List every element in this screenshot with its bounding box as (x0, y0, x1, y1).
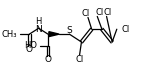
Text: H: H (35, 17, 42, 26)
Text: S: S (66, 26, 72, 35)
Text: CH₃: CH₃ (2, 30, 17, 39)
Text: HO: HO (24, 41, 37, 50)
Text: Cl: Cl (95, 8, 103, 17)
Text: Cl: Cl (122, 25, 130, 34)
Text: O: O (44, 55, 51, 64)
Text: O: O (26, 45, 33, 54)
Polygon shape (49, 32, 59, 37)
Text: N: N (35, 25, 42, 34)
Text: Cl: Cl (103, 8, 112, 17)
Text: Cl: Cl (75, 55, 84, 64)
Text: Cl: Cl (82, 9, 90, 18)
